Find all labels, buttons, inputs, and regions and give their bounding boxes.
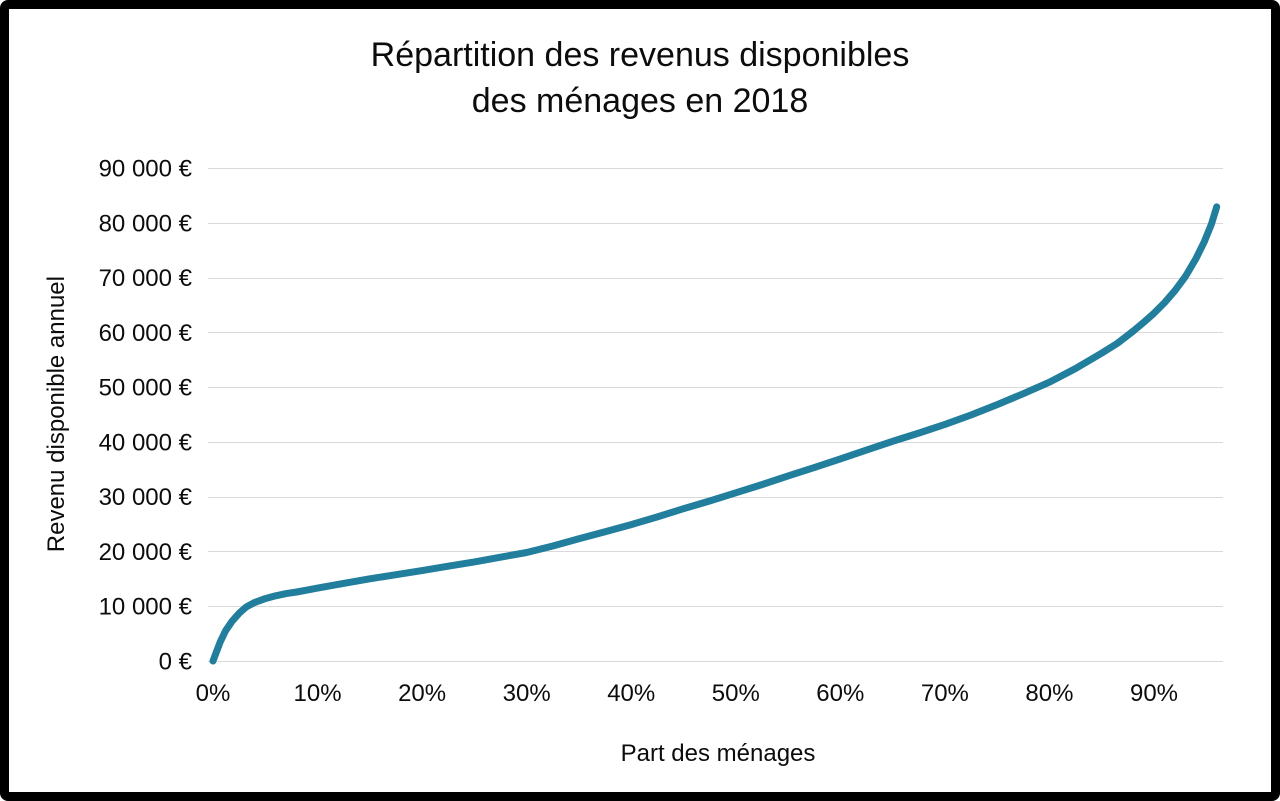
y-tick-label: 0 € <box>159 649 193 676</box>
y-tick-label: 30 000 € <box>99 484 193 511</box>
y-tick-label: 50 000 € <box>99 375 193 402</box>
x-axis-title: Part des ménages <box>620 740 816 767</box>
chart-title: Répartition des revenus disponibles des … <box>0 32 1280 124</box>
y-axis-title: Revenu disponible annuel <box>36 168 78 661</box>
x-tick-label: 60% <box>816 680 864 707</box>
y-tick-label: 10 000 € <box>99 594 193 621</box>
y-tick-label: 70 000 € <box>99 265 193 292</box>
x-tick-label: 30% <box>503 680 551 707</box>
y-tick-label: 80 000 € <box>99 210 193 237</box>
y-tick-label: 90 000 € <box>99 156 193 183</box>
y-tick-label: 40 000 € <box>99 429 193 456</box>
x-tick-label: 10% <box>294 680 342 707</box>
x-tick-label: 50% <box>712 680 760 707</box>
x-tick-label: 40% <box>607 680 655 707</box>
y-axis-title-label: Revenu disponible annuel <box>43 276 70 553</box>
x-tick-label: 80% <box>1025 680 1073 707</box>
x-tick-label: 0% <box>196 680 231 707</box>
y-tick-label: 20 000 € <box>99 539 193 566</box>
chart-title-line-2: des ménages en 2018 <box>471 82 809 120</box>
x-tick-label: 20% <box>398 680 446 707</box>
x-tick-label: 90% <box>1130 680 1178 707</box>
x-tick-label: 70% <box>921 680 969 707</box>
y-tick-label: 60 000 € <box>99 320 193 347</box>
income-distribution-curve <box>209 203 1221 665</box>
chart-title-line-1: Répartition des revenus disponibles <box>370 36 910 74</box>
